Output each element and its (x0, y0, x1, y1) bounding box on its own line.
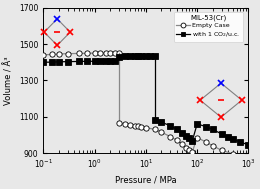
with 1 CO$_2$/u.c. (220, 133, 223, 135)
with 1 CO$_2$/u.c. (231, 138, 235, 141)
Empty Case (144, 126, 147, 129)
with 1 CO$_2$/u.c. (226, 136, 230, 138)
Line: Empty Case: Empty Case (116, 120, 251, 160)
with 1 CO$_2$/u.c. (196, 123, 199, 125)
Empty Case (175, 139, 178, 141)
Empty Case (205, 141, 208, 143)
Empty Case (196, 136, 199, 139)
Y-axis label: Volume / Å³: Volume / Å³ (4, 56, 14, 105)
Empty Case (231, 153, 235, 155)
with 1 CO$_2$/u.c. (188, 137, 191, 140)
Empty Case (129, 124, 132, 126)
X-axis label: Pressure / MPa: Pressure / MPa (115, 176, 177, 185)
with 1 CO$_2$/u.c. (211, 128, 214, 131)
with 1 CO$_2$/u.c. (184, 135, 187, 137)
with 1 CO$_2$/u.c. (247, 144, 250, 146)
with 1 CO$_2$/u.c. (180, 132, 183, 134)
with 1 CO$_2$/u.c. (153, 119, 157, 122)
with 1 CO$_2$/u.c. (160, 121, 163, 123)
Empty Case (136, 125, 140, 127)
Line: with 1 CO$_2$/u.c.: with 1 CO$_2$/u.c. (152, 118, 251, 147)
Empty Case (180, 143, 183, 145)
with 1 CO$_2$/u.c. (175, 128, 178, 131)
Empty Case (188, 149, 191, 151)
Empty Case (160, 131, 163, 133)
Empty Case (133, 125, 136, 127)
with 1 CO$_2$/u.c. (191, 140, 194, 142)
Empty Case (169, 136, 172, 138)
Empty Case (184, 146, 187, 149)
Empty Case (220, 149, 223, 151)
with 1 CO$_2$/u.c. (169, 125, 172, 127)
Empty Case (139, 125, 142, 128)
Empty Case (247, 156, 250, 159)
Empty Case (124, 123, 127, 125)
Legend: Empty Case, with 1 CO$_2$/u.c.: Empty Case, with 1 CO$_2$/u.c. (174, 12, 243, 42)
Empty Case (118, 122, 121, 124)
with 1 CO$_2$/u.c. (239, 141, 242, 143)
Empty Case (239, 155, 242, 157)
Empty Case (153, 128, 157, 131)
Empty Case (211, 145, 214, 147)
Empty Case (191, 151, 194, 153)
with 1 CO$_2$/u.c. (205, 125, 208, 128)
